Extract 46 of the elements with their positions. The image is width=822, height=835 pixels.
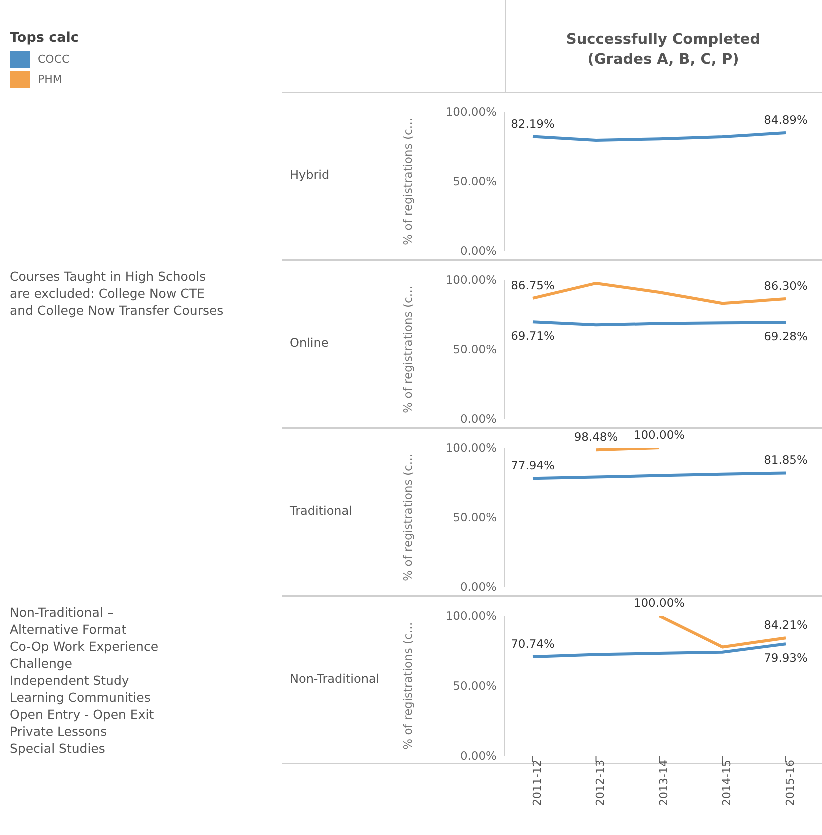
text: Hybrid [290, 168, 330, 182]
data-label: 77.94% [511, 458, 555, 473]
text: Online [290, 336, 329, 350]
y-tick-label: 100.00% [446, 441, 498, 456]
text: Courses Taught in High Schools are excluded: College Now CTE and College Now Transfer Courses [10, 268, 225, 319]
x-tick-label: 2015-16 [784, 760, 797, 806]
data-label: 86.30% [764, 279, 808, 294]
data-label: 82.19% [511, 116, 555, 131]
data-label: 100.00% [634, 596, 686, 610]
data-label: 100.00% [634, 428, 686, 442]
text: Non-Traditional [290, 672, 380, 686]
legend-title: Tops calc [10, 30, 79, 46]
y-tick-label: 0.00% [460, 749, 498, 764]
y-tick-label: 50.00% [453, 342, 498, 357]
x-tick-label: 2011-12 [530, 760, 544, 806]
y-axis-title: % of registrations (c… [401, 454, 416, 582]
y-tick-label: 0.00% [460, 580, 498, 594]
data-label: 84.89% [764, 113, 808, 128]
chart-title: Successfully Completed (Grades A, B, C, P) [565, 31, 762, 70]
data-label: 69.28% [764, 330, 808, 344]
data-label: 81.85% [764, 453, 808, 468]
y-tick-label: 100.00% [446, 273, 498, 288]
line-series [532, 132, 788, 142]
y-tick-label: 0.00% [460, 244, 498, 258]
x-tick-label: 2012-13 [594, 760, 608, 806]
legend-label: PHM [38, 72, 62, 86]
legend-label: COCC [38, 52, 70, 66]
x-tick-label: 2013-14 [657, 760, 670, 806]
data-label: 86.75% [511, 278, 555, 292]
data-label: 98.48% [574, 430, 618, 444]
data-label: 84.21% [764, 618, 808, 632]
x-tick-label: 2014-15 [720, 760, 734, 806]
y-tick-label: 50.00% [453, 174, 498, 189]
y-tick-label: 0.00% [460, 412, 498, 426]
data-label: 79.93% [764, 651, 808, 666]
y-axis-title: % of registrations (c… [401, 118, 416, 246]
data-label: 70.74% [511, 636, 555, 651]
text: Traditional [290, 504, 352, 518]
y-axis-title: % of registrations (c… [401, 286, 416, 414]
y-tick-label: 100.00% [446, 105, 498, 120]
y-tick-label: 50.00% [453, 679, 498, 694]
y-tick-label: 50.00% [453, 510, 498, 525]
text: Non-Traditional – Alternative Format Co-Op Work Experience Challenge Independent Study Learning Communities Open Entry - Open Exit Private Lessons Special Studies [10, 605, 159, 756]
y-axis-title: % of registrations (c… [401, 622, 416, 750]
y-tick-label: 100.00% [446, 609, 498, 624]
data-label: 69.71% [511, 329, 555, 344]
